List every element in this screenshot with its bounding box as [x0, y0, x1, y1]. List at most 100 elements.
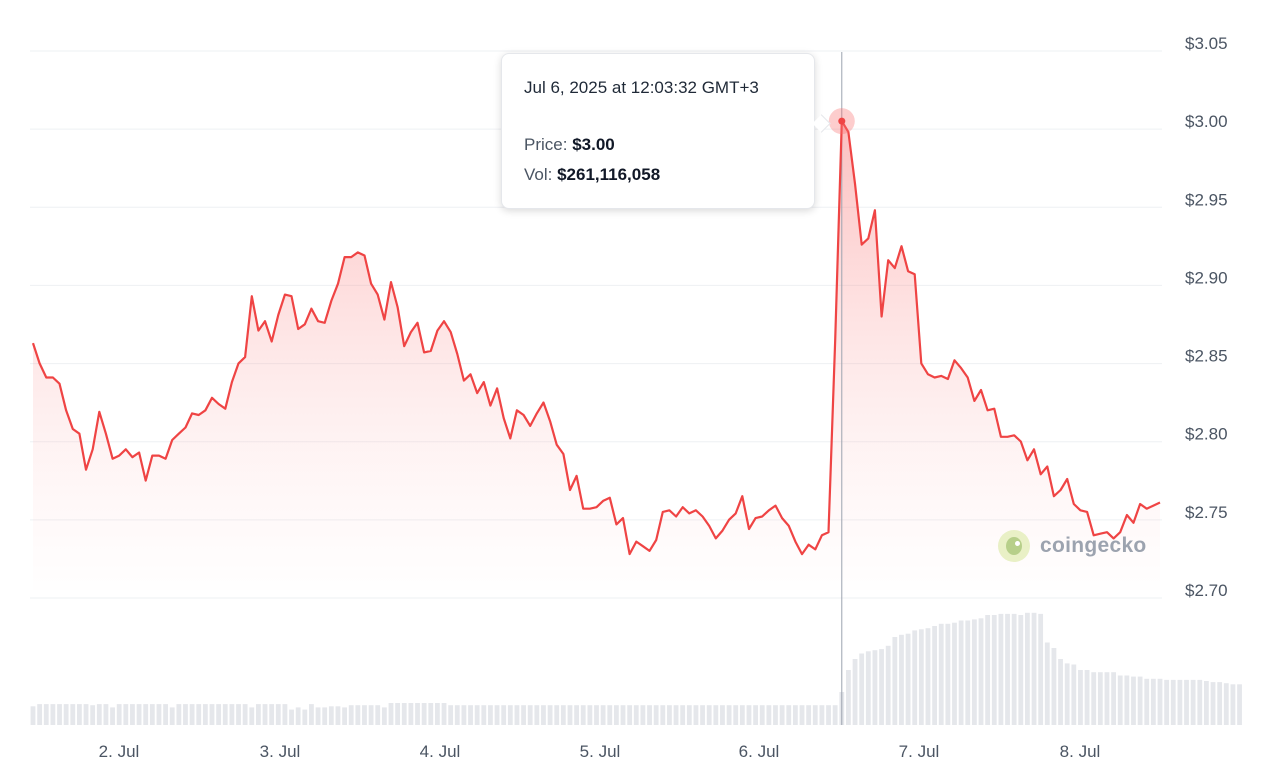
x-axis: 2. Jul 3. Jul 4. Jul 5. Jul 6. Jul 7. Jul 8. J… [99, 742, 1101, 761]
volume-bar [295, 707, 301, 725]
x-tick-label: 6. Jul [739, 742, 780, 761]
volume-bar [1071, 664, 1077, 725]
volume-bar [865, 651, 871, 725]
volume-bar [773, 705, 778, 725]
volume-bar [700, 705, 705, 725]
volume-bar [1230, 684, 1236, 725]
volume-bar [1097, 672, 1103, 725]
volume-bar [103, 704, 109, 725]
volume-bar [315, 707, 321, 725]
y-tick-label: $2.95 [1185, 190, 1228, 209]
volume-bar [421, 703, 427, 725]
volume-bar [958, 620, 964, 725]
volume-bar [1150, 678, 1156, 725]
volume-bar [1137, 676, 1143, 725]
volume-bar [1223, 683, 1229, 725]
volume-bar [872, 650, 878, 725]
volume-bar [143, 704, 149, 725]
hover-point[interactable] [838, 117, 846, 125]
volume-bar [965, 620, 971, 725]
volume-bar [169, 707, 175, 725]
volume-bar [1058, 659, 1063, 725]
volume-bar [454, 705, 460, 725]
volume-bar [236, 704, 241, 725]
volume-bar [693, 705, 699, 725]
volume-bar [1051, 648, 1057, 725]
volume-bar [123, 704, 129, 725]
volume-bar [375, 705, 381, 725]
volume-bar [63, 704, 69, 725]
volume-bar [673, 705, 679, 725]
volume-bar [507, 705, 513, 725]
y-axis: $3.05 $3.00 $2.95 $2.90 $2.85 $2.80 $2.75 $2.70 [1185, 34, 1228, 600]
volume-bar [309, 704, 314, 725]
volume-bar [1157, 678, 1163, 725]
y-tick-label: $2.80 [1185, 425, 1228, 444]
coingecko-gecko-icon [998, 530, 1030, 562]
volume-bar [985, 615, 991, 725]
y-tick-label: $3.00 [1185, 112, 1228, 131]
price-line[interactable] [31, 120, 1161, 556]
volume-bar [746, 705, 752, 725]
volume-bar [952, 622, 957, 725]
volume-bar [912, 630, 918, 725]
x-tick-label: 7. Jul [899, 742, 940, 761]
volume-bar [275, 704, 281, 725]
volume-bar [1124, 675, 1130, 725]
volume-bar [1131, 676, 1136, 725]
volume-bar [381, 707, 387, 725]
volume-bar [587, 705, 593, 725]
volume-bar [1177, 679, 1183, 725]
volume-bar [461, 705, 467, 725]
volume-bar [1044, 642, 1050, 725]
volume-bar [899, 634, 904, 725]
volume-bar [83, 704, 89, 725]
volume-bar [1210, 682, 1216, 725]
volume-bar [613, 705, 619, 725]
volume-bar [43, 704, 49, 725]
volume-bar [242, 704, 248, 725]
volume-bar [428, 703, 434, 725]
volume-bar [713, 705, 719, 725]
volume-bar [1084, 670, 1090, 725]
volume-bar [534, 705, 540, 725]
volume-bar [156, 704, 162, 725]
x-tick-label: 5. Jul [580, 742, 621, 761]
volume-bar [521, 705, 526, 725]
y-tick-label: $2.85 [1185, 347, 1228, 366]
volume-bar [1011, 613, 1017, 725]
volume-bar [77, 704, 82, 725]
volume-bar [560, 705, 566, 725]
volume-bar [978, 618, 984, 725]
volume-bar [918, 629, 924, 725]
volume-bar [739, 705, 745, 725]
y-tick-label: $2.75 [1185, 503, 1228, 522]
volume-bar [1005, 613, 1010, 725]
brand-name: coingecko [1040, 534, 1147, 557]
volume-bar [249, 707, 255, 725]
x-tick-label: 2. Jul [99, 742, 140, 761]
volume-bar [328, 706, 334, 725]
volume-bar [846, 670, 851, 725]
volume-bar [1111, 672, 1116, 725]
volume-bar [733, 705, 739, 725]
volume-bar [786, 705, 792, 725]
volume-bar [130, 704, 135, 725]
volume-bar [342, 707, 347, 725]
volume-bar [541, 705, 546, 725]
tooltip-price-label: Price: [524, 135, 568, 154]
x-tick-label: 8. Jul [1060, 742, 1101, 761]
volume-bar [488, 705, 493, 725]
volume-bar [971, 619, 977, 725]
volume-bar [799, 705, 805, 725]
tooltip-vol-label: Vol: [524, 165, 553, 184]
volume-bar [620, 705, 626, 725]
volume-bar [415, 703, 420, 725]
volume-bar [998, 613, 1004, 725]
volume-bar [991, 615, 997, 725]
y-tick-label: $2.90 [1185, 268, 1228, 287]
volume-bar [806, 705, 812, 725]
volume-bar [932, 626, 937, 725]
volume-bar [335, 706, 341, 725]
